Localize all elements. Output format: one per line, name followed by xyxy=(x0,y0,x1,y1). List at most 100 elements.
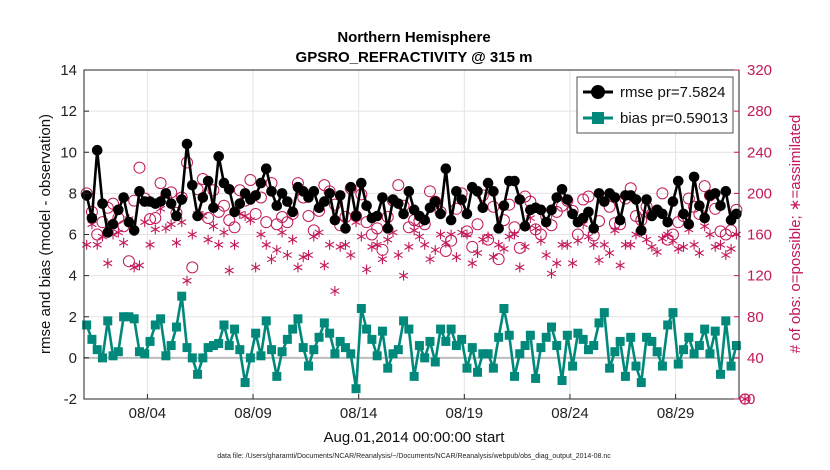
rmse-point xyxy=(107,218,119,230)
corner-asterisk-stroke xyxy=(740,396,750,402)
bias-point xyxy=(541,332,551,342)
rmse-point xyxy=(398,208,409,220)
rmse-point xyxy=(160,188,172,199)
rmse-point xyxy=(350,210,362,222)
rmse-point xyxy=(86,212,98,224)
assimilated-obs-point xyxy=(678,241,689,252)
rmse-point xyxy=(683,218,695,230)
assimilated-obs-point xyxy=(689,239,699,250)
bias-point xyxy=(441,336,451,346)
legend-box xyxy=(576,76,734,134)
bias-point xyxy=(510,371,520,381)
assimilated-obs-point xyxy=(140,217,150,228)
possible-obs-point xyxy=(466,240,479,253)
rmse-point xyxy=(567,208,578,220)
assimilated-obs-point xyxy=(435,229,446,240)
rmse-point xyxy=(488,186,499,197)
assimilated-obs-point xyxy=(404,241,414,252)
rmse-point xyxy=(630,194,642,205)
possible-obs-point xyxy=(244,174,257,187)
bias-point xyxy=(673,359,683,369)
bias-point xyxy=(599,308,609,318)
bias-point xyxy=(103,316,113,326)
bias-point xyxy=(568,361,578,371)
assimilated-obs-point xyxy=(430,244,440,255)
rmse-point xyxy=(715,200,726,212)
bias-point xyxy=(467,343,477,353)
y-tick-label: 10 xyxy=(60,144,77,161)
assimilated-obs-point xyxy=(118,237,129,248)
y-tick-label: 0 xyxy=(69,350,77,367)
possible-obs-point xyxy=(392,179,405,192)
assimilated-obs-point xyxy=(652,246,662,257)
rmse-point xyxy=(419,214,431,226)
bias-point xyxy=(488,363,498,373)
rmse-point xyxy=(562,194,573,205)
rmse-point xyxy=(392,198,404,209)
rmse-point xyxy=(519,220,531,232)
rmse-point xyxy=(593,188,605,199)
rmse-point xyxy=(176,194,188,205)
rmse-point xyxy=(223,183,235,195)
rmse-point xyxy=(588,223,600,234)
bias-point xyxy=(716,369,726,379)
possible-obs-point xyxy=(186,261,199,274)
bias-point xyxy=(288,324,298,334)
assimilated-obs-point xyxy=(361,264,372,275)
assimilated-obs-point xyxy=(340,239,351,250)
bias-point xyxy=(531,373,541,383)
assimilated-obs-point xyxy=(515,262,525,273)
bias-point xyxy=(82,320,92,330)
x-tick-label: 08/29 xyxy=(657,405,695,422)
bias-point xyxy=(198,353,208,363)
bias-point xyxy=(457,334,467,344)
x-tick-label: 08/14 xyxy=(340,405,378,422)
data-file-footnote: data file: /Users/gharamti/Documents/NCA… xyxy=(217,453,611,460)
rmse-point xyxy=(334,190,346,201)
rmse-point xyxy=(678,208,689,220)
bias-point xyxy=(177,291,187,301)
assimilated-obs-point xyxy=(499,243,509,254)
legend-bias-marker xyxy=(592,112,604,124)
possible-obs-point xyxy=(471,218,484,231)
bias-point xyxy=(504,330,514,340)
bias-point xyxy=(319,318,329,328)
bias-point xyxy=(171,322,181,332)
possible-obs-point xyxy=(302,209,315,222)
bias-point xyxy=(525,330,535,340)
bias-point xyxy=(362,324,372,334)
assimilated-obs-point xyxy=(319,260,329,271)
bias-point xyxy=(97,353,107,363)
bias-point xyxy=(182,343,192,353)
bias-point xyxy=(636,378,646,388)
assimilated-obs-point xyxy=(673,243,683,254)
assimilated-obs-point xyxy=(567,258,578,269)
bias-point xyxy=(119,312,129,322)
assimilated-obs-point xyxy=(134,260,145,271)
bias-point xyxy=(409,371,419,381)
bias-point xyxy=(156,314,166,324)
bias-point xyxy=(367,334,377,344)
bias-point xyxy=(388,349,398,359)
rmse-point xyxy=(377,192,388,203)
bias-point xyxy=(689,349,699,359)
rmse-point xyxy=(371,210,383,222)
assimilated-obs-point xyxy=(610,225,620,236)
assimilated-obs-point xyxy=(372,239,382,250)
assimilated-obs-point xyxy=(509,229,520,240)
rmse-point xyxy=(688,171,700,183)
y-right-tick-label: 120 xyxy=(747,268,772,285)
assimilated-obs-point xyxy=(483,231,493,242)
rmse-point xyxy=(551,192,563,203)
bias-point xyxy=(372,351,382,361)
bias-point xyxy=(87,334,97,344)
assimilated-obs-point xyxy=(92,239,102,250)
rmse-point xyxy=(282,196,293,207)
assimilated-obs-point xyxy=(694,248,705,259)
assimilated-obs-point xyxy=(409,225,419,236)
bias-point xyxy=(700,324,710,334)
rmse-point xyxy=(535,204,547,216)
bias-point xyxy=(203,343,213,353)
bias-point xyxy=(124,312,134,322)
